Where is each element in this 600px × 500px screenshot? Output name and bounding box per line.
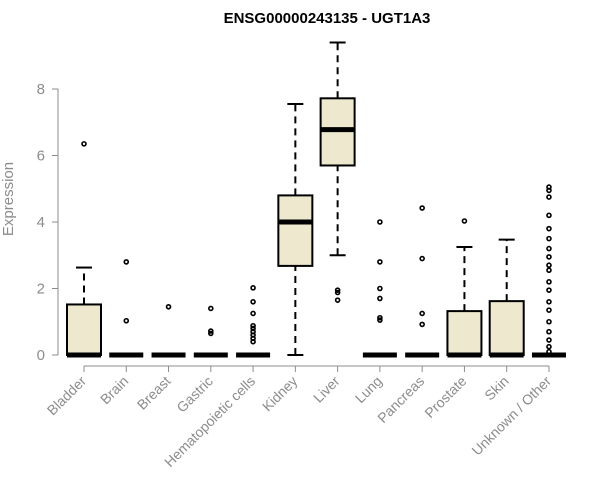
outlier-point bbox=[377, 285, 383, 292]
outlier-point bbox=[546, 194, 552, 200]
outlier-point bbox=[546, 343, 552, 350]
outlier-point bbox=[546, 225, 552, 232]
box-liver bbox=[319, 41, 356, 303]
outlier-point bbox=[208, 328, 214, 334]
outlier-point bbox=[419, 205, 425, 211]
outlier-point bbox=[546, 307, 552, 313]
outlier-point bbox=[546, 184, 552, 190]
outlier-point bbox=[546, 254, 552, 260]
outlier-point bbox=[546, 212, 552, 219]
outlier-point bbox=[250, 285, 256, 291]
x-tick-label: Brain bbox=[97, 373, 131, 407]
outlier-point bbox=[546, 328, 552, 335]
x-tick-label: Skin bbox=[481, 373, 512, 404]
outlier-point bbox=[377, 295, 383, 302]
outlier-point bbox=[250, 322, 256, 329]
outlier-point bbox=[419, 255, 425, 262]
x-tick-label: Bladder bbox=[44, 373, 90, 419]
outlier-point bbox=[334, 287, 341, 293]
box-lung bbox=[362, 219, 397, 358]
outlier-point bbox=[377, 317, 383, 323]
box-brain bbox=[109, 259, 144, 358]
y-axis-label: Expression bbox=[0, 162, 17, 236]
box-prostate bbox=[446, 218, 483, 358]
outlier-point bbox=[250, 310, 256, 317]
outlier-point bbox=[250, 298, 256, 305]
x-tick-label: Prostate bbox=[421, 373, 469, 421]
y-tick-label: 0 bbox=[37, 347, 45, 364]
outlier-point bbox=[208, 305, 214, 312]
x-tick-label: Breast bbox=[134, 373, 174, 413]
y-tick-label: 2 bbox=[37, 281, 45, 298]
x-tick-label: Kidney bbox=[259, 373, 301, 415]
box-bladder bbox=[66, 141, 102, 358]
y-tick-label: 8 bbox=[37, 81, 45, 98]
box-pancreas bbox=[405, 205, 440, 358]
outlier-point bbox=[208, 330, 214, 337]
chart-title: ENSG00000243135 - UGT1A3 bbox=[224, 10, 431, 27]
outlier-point bbox=[546, 298, 552, 305]
box-unknown-other bbox=[531, 184, 566, 358]
axes: 0 2 4 6 8 bbox=[37, 81, 550, 372]
outlier-point bbox=[461, 218, 468, 224]
box-hematopoietic-cells bbox=[236, 285, 271, 358]
outlier-point bbox=[377, 314, 383, 321]
box-iqr bbox=[66, 303, 102, 356]
outlier-point bbox=[123, 317, 130, 324]
box-iqr bbox=[446, 310, 483, 356]
outlier-point bbox=[334, 289, 341, 296]
box-kidney bbox=[277, 102, 314, 356]
outlier-point bbox=[334, 297, 341, 303]
outlier-point bbox=[81, 141, 87, 147]
outlier-point bbox=[377, 219, 383, 225]
outlier-point bbox=[546, 337, 552, 343]
y-tick-label: 6 bbox=[37, 148, 45, 165]
x-tick-label: Pancreas bbox=[374, 373, 427, 426]
outlier-point bbox=[546, 267, 552, 274]
box-breast bbox=[151, 303, 186, 358]
outlier-point bbox=[123, 259, 130, 265]
outlier-point bbox=[546, 245, 552, 252]
box-iqr bbox=[277, 194, 314, 267]
outlier-point bbox=[377, 259, 383, 265]
outlier-point bbox=[546, 235, 552, 242]
outlier-point bbox=[419, 310, 425, 317]
outlier-point bbox=[546, 262, 552, 269]
outlier-point bbox=[546, 287, 552, 293]
outlier-point bbox=[546, 348, 552, 355]
outlier-point bbox=[546, 318, 552, 325]
outlier-point bbox=[165, 303, 172, 310]
box-iqr bbox=[488, 300, 525, 357]
x-tick-label: Lung bbox=[352, 373, 385, 406]
outlier-point bbox=[419, 321, 425, 328]
x-tick-label: Unknown / Other bbox=[468, 373, 554, 459]
y-tick-label: 4 bbox=[37, 214, 45, 231]
boxes bbox=[66, 41, 566, 358]
outlier-point bbox=[250, 325, 256, 332]
box-gastric bbox=[193, 305, 228, 358]
x-tick-label: Liver bbox=[310, 373, 343, 406]
box-skin bbox=[488, 238, 525, 358]
outlier-point bbox=[546, 279, 552, 285]
